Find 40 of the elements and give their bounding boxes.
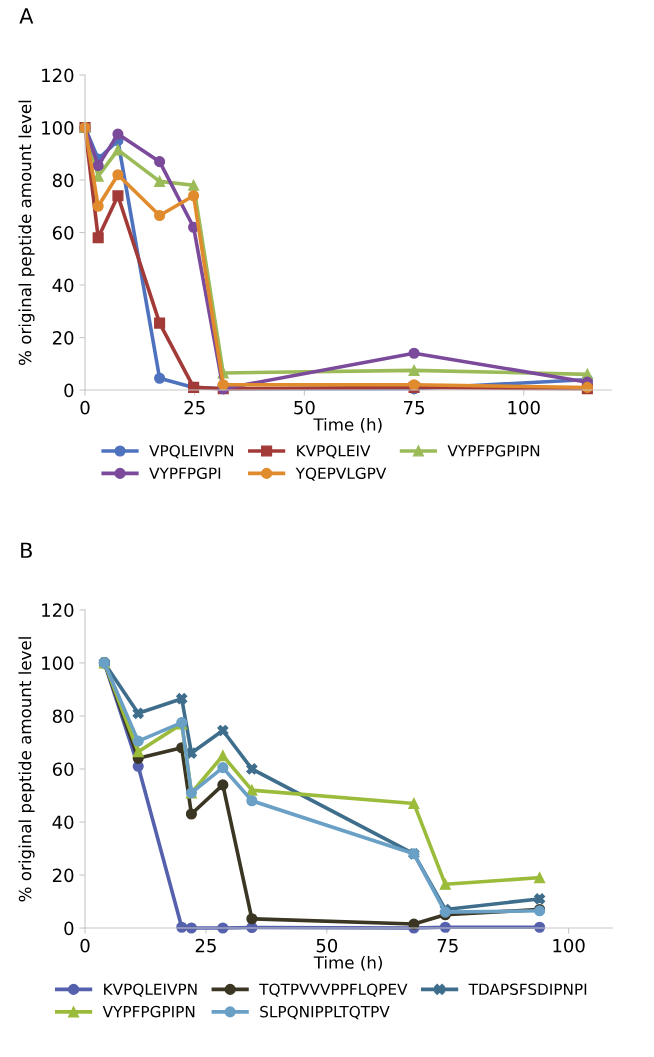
y-tick-label: 20 xyxy=(52,868,74,883)
x-tick-label: 100 xyxy=(508,400,540,415)
x-tick-label: 25 xyxy=(184,400,205,415)
legend-label: VYPFPGPIPN xyxy=(102,1005,195,1018)
legend-label: TQTPVVVPPFLQPEV xyxy=(259,983,408,997)
y-tick-label: 0 xyxy=(64,921,74,936)
y-axis-title: % original peptide amount level xyxy=(18,100,35,365)
chart-title: B xyxy=(21,542,32,558)
legend-label: VYPFPGPI xyxy=(149,467,221,479)
x-tick-label: 50 xyxy=(316,938,338,953)
x-tick-label: 0 xyxy=(80,400,90,415)
legend-label: SLPQNIPPLTQTPV xyxy=(260,1005,390,1020)
legend-label: KVPQLEIV xyxy=(297,445,371,459)
x-axis-title: Time (h) xyxy=(313,417,382,433)
x-tick-label: 25 xyxy=(195,938,216,953)
x-tick-label: 75 xyxy=(437,939,458,953)
x-tick-label: 100 xyxy=(553,938,585,953)
legend-label: KVPQLEIVPN xyxy=(104,983,197,997)
y-tick-label: 60 xyxy=(52,762,74,777)
y-tick-label: 80 xyxy=(52,709,74,724)
y-tick-label: 100 xyxy=(42,121,74,135)
y-tick-label: 40 xyxy=(52,815,74,830)
legend-label: TDAPSFSDIPNPI xyxy=(468,983,587,995)
y-tick-label: 100 xyxy=(42,656,74,671)
y-tick-label: 60 xyxy=(52,226,74,240)
legend-label: YQEPVLGPV xyxy=(295,467,387,481)
y-tick-label: 0 xyxy=(64,383,74,398)
x-axis-title: Time (h) xyxy=(313,955,382,971)
chart-title: A xyxy=(19,8,34,24)
y-tick-label: 20 xyxy=(52,330,74,345)
y-tick-label: 120 xyxy=(42,68,74,83)
legend-label: VYPFPGPIPN xyxy=(447,445,540,457)
legend-label: VPQLEIVPN xyxy=(149,445,234,459)
x-tick-label: 0 xyxy=(80,938,90,953)
x-tick-label: 50 xyxy=(294,400,315,415)
y-tick-label: 80 xyxy=(52,173,74,188)
y-tick-label: 120 xyxy=(42,603,74,618)
x-tick-label: 75 xyxy=(404,401,424,415)
y-tick-label: 40 xyxy=(52,278,74,293)
y-axis-title: % original peptide amount level xyxy=(18,637,35,902)
